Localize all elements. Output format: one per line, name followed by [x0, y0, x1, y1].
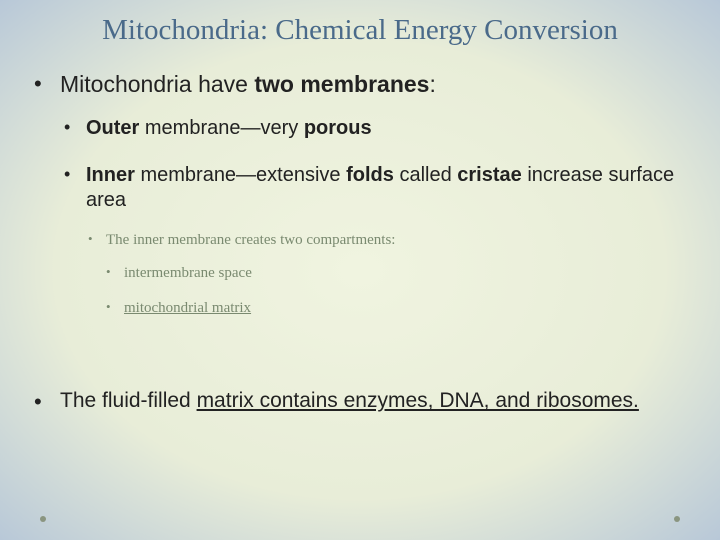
text: The fluid-filled	[60, 389, 197, 412]
bullet-icon: •	[34, 389, 60, 415]
bullet-list-level3: • The inner membrane creates two compart…	[86, 231, 686, 333]
bullet-list-level2: • Outer membrane—very porous • Inner mem…	[60, 116, 686, 349]
text-muted: intermembrane space	[124, 265, 252, 281]
list-item: • Outer membrane—very porous	[64, 116, 686, 141]
bullet-icon: •	[64, 163, 86, 349]
list-item: • The fluid-filled matrix contains enzym…	[34, 389, 686, 415]
text: membrane—extensive	[135, 164, 346, 186]
list-item: • mitochondrial matrix	[106, 299, 686, 318]
decor-dot-icon	[40, 516, 46, 522]
bullet-icon: •	[106, 264, 124, 283]
text-bold: folds	[346, 164, 394, 186]
text-bold: cristae	[457, 164, 522, 186]
text-bold: porous	[304, 117, 372, 139]
bullet-icon: •	[106, 299, 124, 318]
bullet-list-level4: • intermembrane space • mitochondrial ma…	[106, 264, 686, 318]
text-muted-underline: mitochondrial matrix	[124, 300, 251, 316]
bullet-icon: •	[64, 116, 86, 141]
slide: Mitochondria: Chemical Energy Conversion…	[0, 0, 720, 540]
list-item: • Mitochondria have two membranes: • Out…	[34, 71, 686, 371]
slide-title: Mitochondria: Chemical Energy Conversion	[34, 14, 686, 47]
list-item: • The inner membrane creates two compart…	[88, 231, 686, 333]
text-underline: matrix contains enzymes, DNA, and riboso…	[197, 389, 639, 412]
list-item: • intermembrane space	[106, 264, 686, 283]
list-item: • Inner membrane—extensive folds called …	[64, 163, 686, 349]
bullet-icon: •	[88, 231, 106, 333]
text: called	[394, 164, 457, 186]
decor-dot-icon	[674, 516, 680, 522]
text: membrane—very	[139, 117, 304, 139]
text: :	[429, 71, 435, 97]
text: Mitochondria have	[60, 71, 254, 97]
bullet-icon: •	[34, 71, 60, 371]
text-bold: two membranes	[254, 71, 429, 97]
text-bold: Inner	[86, 164, 135, 186]
text-bold: Outer	[86, 117, 139, 139]
text-muted: The inner membrane creates two compartme…	[106, 232, 395, 248]
bullet-list-level1: • Mitochondria have two membranes: • Out…	[34, 71, 686, 415]
